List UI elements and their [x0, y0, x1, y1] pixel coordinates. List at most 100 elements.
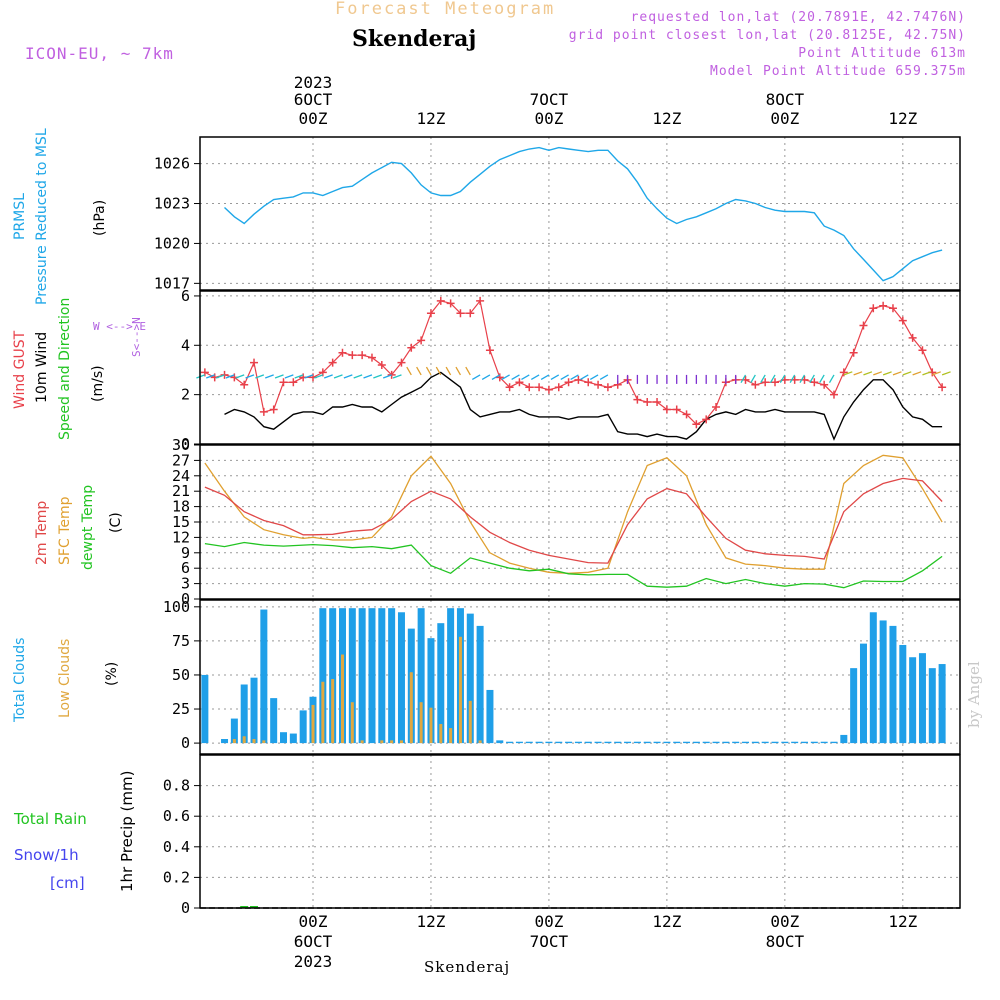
gust-marker — [338, 348, 347, 357]
total-cloud-bar — [653, 741, 661, 744]
gust-marker — [594, 380, 603, 389]
y-tick-label: 75 — [172, 632, 190, 650]
low-cloud-bar — [380, 740, 384, 744]
low-cloud-bar — [439, 724, 443, 744]
top-day-label: 8OCT — [766, 90, 805, 109]
wind-arrow — [392, 374, 402, 379]
low-cloud-bar — [419, 702, 423, 744]
wind-arrow — [843, 371, 853, 376]
wind-arrow — [932, 371, 941, 376]
gust-marker — [544, 385, 553, 394]
pressure-line — [224, 146, 943, 282]
t2m-line — [204, 477, 943, 564]
top-day-label: 7OCT — [530, 90, 569, 109]
bottom-day-label: 6OCT — [294, 932, 333, 951]
wind-arrow — [255, 374, 265, 379]
gust-marker — [829, 390, 838, 399]
gust-marker — [820, 380, 829, 389]
gust-marker — [240, 380, 249, 389]
total-cloud-bar — [761, 741, 769, 744]
panel-frame-1 — [199, 290, 961, 445]
wind-arrow — [760, 374, 766, 384]
wind-arrow — [455, 366, 462, 376]
gust-marker — [662, 405, 671, 414]
total-cloud-bar — [447, 608, 455, 744]
gust-marker — [554, 383, 563, 392]
wind-arrow — [471, 374, 481, 380]
location-title: Skenderaj — [352, 26, 477, 52]
gust-marker — [584, 378, 593, 387]
total-cloud-bar — [722, 741, 730, 744]
total-cloud-bar — [270, 698, 278, 744]
gust-marker — [672, 405, 681, 414]
top-time-label: 00Z — [770, 109, 799, 128]
wind-arrow — [779, 374, 786, 384]
bottom-day-label: 8OCT — [766, 932, 805, 951]
wind-arrow — [799, 374, 806, 384]
top-time-label: 12Z — [417, 109, 446, 128]
total-cloud-bar — [840, 734, 848, 744]
panel-frame-0 — [199, 136, 961, 291]
total-cloud-bar — [584, 741, 592, 744]
wind-arrow — [873, 371, 882, 376]
total-cloud-bar — [692, 741, 700, 744]
gust-marker — [692, 420, 701, 429]
wind-arrow — [828, 374, 835, 384]
total-cloud-bar — [801, 741, 808, 744]
wind-arrow — [333, 374, 343, 379]
total-cloud-bar — [751, 741, 759, 744]
total-cloud-bar — [624, 741, 632, 744]
total-cloud-bar — [643, 741, 651, 744]
y-tick-label: 4 — [181, 336, 190, 354]
total-cloud-bar — [221, 739, 229, 744]
gust-marker — [869, 304, 878, 313]
gust-marker — [525, 383, 534, 392]
y-tick-label: 6 — [181, 559, 190, 577]
total-cloud-bar — [614, 741, 622, 744]
total-cloud-bar — [496, 740, 504, 744]
wind-arrow — [265, 374, 274, 379]
y-tick-label: 25 — [172, 700, 190, 718]
total-cloud-bar — [555, 741, 563, 744]
total-cloud-bar — [899, 644, 907, 744]
wind-arrow — [206, 374, 215, 379]
total-cloud-bar — [427, 638, 435, 744]
total-cloud-bar — [565, 741, 573, 744]
total-cloud-bar — [535, 741, 543, 744]
wind-arrow — [245, 374, 255, 379]
gust-marker — [476, 296, 485, 305]
y-tick-label: 100 — [163, 598, 190, 616]
total-cloud-bar — [240, 684, 248, 744]
total-cloud-bar — [830, 741, 838, 744]
bottom-time-label: 00Z — [534, 912, 563, 931]
y-tick-label: 0.8 — [163, 777, 190, 795]
total-cloud-bar — [889, 625, 897, 744]
total-cloud-bar — [466, 613, 474, 744]
bottom-year-label: 2023 — [294, 952, 333, 971]
snow-legend-label: Snow/1h — [14, 846, 79, 864]
wind-arrow — [435, 366, 442, 376]
total-cloud-bar — [879, 620, 887, 744]
wind-arrow — [941, 371, 951, 376]
total-cloud-bar — [810, 741, 818, 744]
top-day-label: 6OCT — [294, 90, 333, 109]
wind-arrow — [274, 374, 284, 379]
low-cloud-bar — [232, 739, 236, 744]
gust-marker — [397, 358, 406, 367]
wind-arrow — [511, 374, 520, 380]
y-tick-label: 21 — [172, 482, 190, 500]
total-cloud-bar — [594, 741, 602, 744]
model-altitude: Model Point Altitude 659.375m — [710, 64, 966, 79]
bottom-time-label: 12Z — [652, 912, 681, 931]
gust-marker — [407, 343, 416, 352]
wind-arrow — [501, 374, 510, 380]
gust-marker — [456, 309, 465, 318]
total-cloud-bar — [742, 741, 750, 744]
meteogram-subtitle: Forecast Meteogram — [335, 0, 556, 19]
gust-marker — [377, 361, 386, 370]
y-tick-label: 6 — [181, 287, 190, 305]
total-cloud-bar — [299, 710, 307, 744]
low-cloud-bar — [242, 736, 246, 744]
gust-marker — [535, 383, 544, 392]
low-cloud-bar — [331, 679, 335, 744]
